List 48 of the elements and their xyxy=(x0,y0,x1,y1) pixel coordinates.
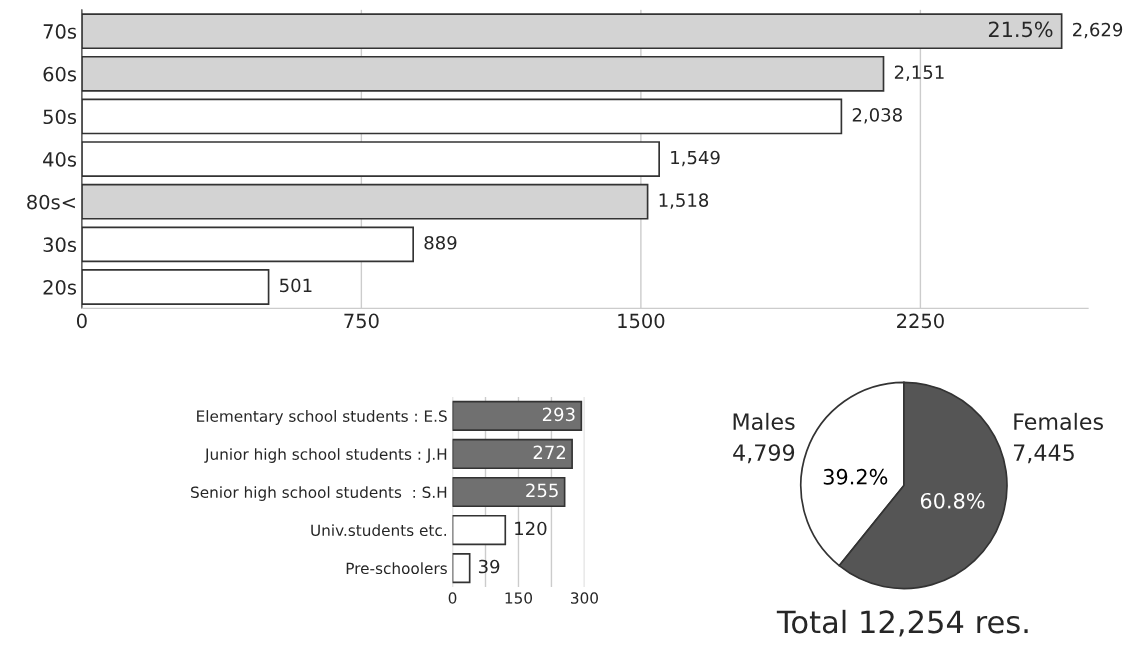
data-label: 255 xyxy=(526,483,558,498)
y-tick-label: 70s xyxy=(43,24,77,39)
y-tick-label: Junior high school students : J.H xyxy=(204,448,447,463)
x-tick-label: 300 xyxy=(571,592,598,604)
data-label: 120 xyxy=(515,521,547,536)
text: Total 12,254 res. xyxy=(776,609,1028,637)
data-label: 889 xyxy=(424,235,457,250)
y-tick-label: Senior high school students : S.H xyxy=(191,486,447,501)
bar xyxy=(452,514,507,546)
y-tick-label: 50s xyxy=(43,109,77,125)
data-label: 293 xyxy=(542,407,575,422)
data-label: 272 xyxy=(533,445,566,459)
y-tick-label: 20s xyxy=(43,279,77,295)
data-label: 60.8% xyxy=(920,492,985,509)
bar xyxy=(452,552,471,584)
y-tick-label: Univ.students etc. xyxy=(311,524,447,537)
x-tick-label: 0 xyxy=(76,313,87,329)
y-tick-label: 30s xyxy=(43,237,77,253)
y-tick-label: 60s xyxy=(43,66,77,82)
bar xyxy=(81,98,843,135)
bar xyxy=(81,141,660,177)
bar xyxy=(81,269,270,305)
data-label: 1,549 xyxy=(671,150,720,167)
annotation: 21.5% xyxy=(988,21,1053,38)
y-tick-label: Elementary school students : E.S xyxy=(197,410,447,425)
y-tick-label: Pre-schoolers xyxy=(346,562,447,575)
x-tick-label: 150 xyxy=(505,592,533,604)
bar xyxy=(81,226,415,263)
text: 7,445 xyxy=(1013,444,1074,464)
data-label: 2,629 xyxy=(1073,22,1123,39)
data-label: 39 xyxy=(478,559,500,574)
bar xyxy=(452,476,566,508)
data-label: 2,038 xyxy=(852,108,902,124)
bar xyxy=(452,400,583,432)
x-tick-label: 1500 xyxy=(618,313,665,329)
x-tick-label: 2250 xyxy=(897,313,944,329)
data-label: 1,518 xyxy=(659,193,709,209)
x-tick-label: 750 xyxy=(344,313,379,329)
slice-label: Females xyxy=(1014,412,1103,431)
data-label: 501 xyxy=(280,278,312,293)
slice-label: Males xyxy=(733,412,795,431)
bar xyxy=(452,438,573,470)
y-tick-label: 80s< xyxy=(27,194,75,210)
x-tick-label: 0 xyxy=(448,592,457,604)
data-label: 2,151 xyxy=(894,65,944,81)
data-label: 39.2% xyxy=(823,468,888,485)
text: 4,799 xyxy=(733,444,795,464)
y-tick-label: 40s xyxy=(43,152,77,167)
